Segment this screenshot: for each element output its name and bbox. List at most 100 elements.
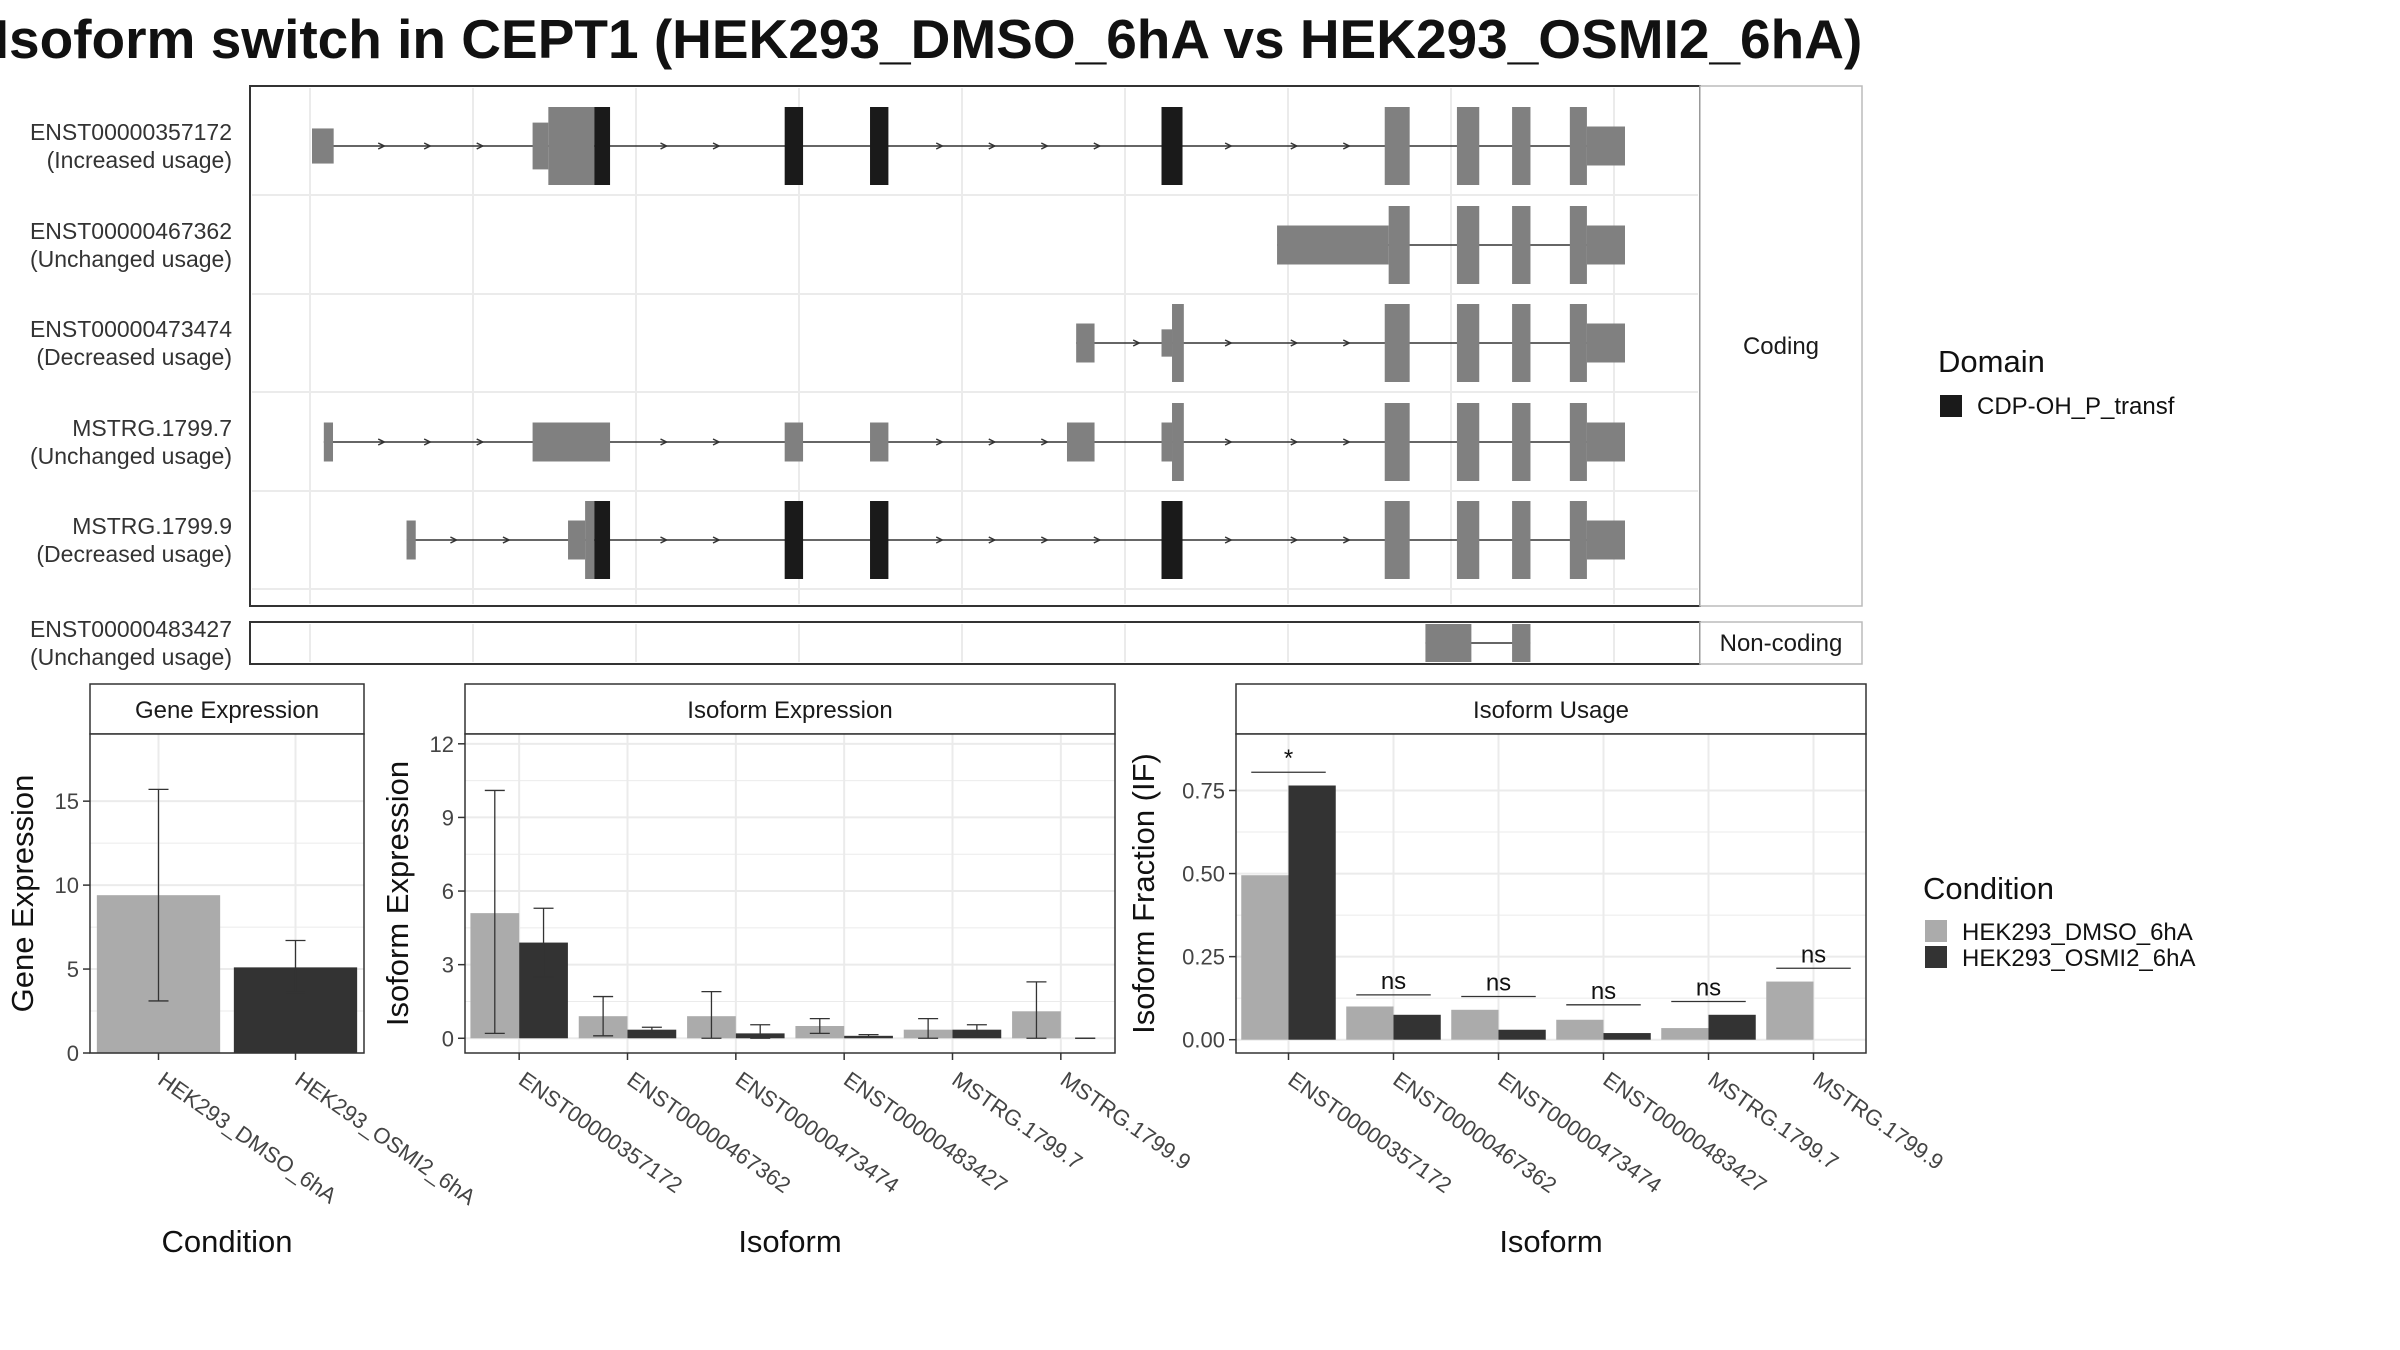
exon [1512, 501, 1531, 579]
strand-arrow [423, 142, 432, 150]
strand-arrow [1224, 536, 1233, 544]
y-tick-label: 3 [442, 953, 454, 978]
y-tick-label: 12 [430, 732, 454, 757]
exon-domain [594, 107, 611, 185]
y-axis-title: Isoform Expression [380, 761, 415, 1026]
strand-arrow [660, 142, 669, 150]
strand-arrow [1093, 536, 1102, 544]
y-tick-label: 0.25 [1182, 945, 1225, 970]
condition-legend-key-osmi2 [1925, 946, 1947, 968]
exon [1384, 107, 1410, 185]
exon [1388, 206, 1410, 284]
exon [1076, 323, 1095, 363]
exon [568, 520, 586, 560]
panel-strip [89, 683, 365, 735]
strand-arrow [502, 536, 511, 544]
exon [1161, 422, 1173, 462]
exon [1569, 403, 1587, 481]
exon-domain [594, 501, 611, 579]
y-tick-label: 0.75 [1182, 778, 1225, 803]
exon [1161, 329, 1173, 357]
panel-strip-label: Isoform Usage [1473, 697, 1629, 724]
bar-ENST00000473474 [1498, 1029, 1546, 1040]
isoform-expression-chart: Isoform Expression036912ENST00000357172E… [380, 683, 1196, 1259]
x-axis-title: Isoform [1499, 1224, 1602, 1259]
panel-background [1236, 734, 1866, 1053]
strand-arrow [476, 438, 485, 446]
y-tick-label: 10 [55, 873, 79, 898]
exon [1456, 206, 1480, 284]
panel-background [465, 734, 1115, 1053]
exon [1066, 422, 1095, 462]
condition-legend: Condition HEK293_DMSO_6hA HEK293_OSMI2_6… [1923, 871, 2195, 972]
strand-arrow [1040, 438, 1049, 446]
strand-arrow [1132, 339, 1141, 347]
bar-MSTRG.1799.7 [1708, 1014, 1756, 1040]
exon-domain [784, 501, 804, 579]
exon [1512, 107, 1531, 185]
transcript-ENST00000483427: ENST00000483427(Unchanged usage) [30, 616, 1531, 670]
strand-arrow [935, 142, 944, 150]
exon [532, 122, 549, 170]
transcript-MSTRG.1799.9: MSTRG.1799.9(Decreased usage) [36, 501, 1625, 579]
condition-legend-label-dmso: HEK293_DMSO_6hA [1962, 919, 2193, 946]
exon [585, 501, 595, 579]
y-tick-label: 0 [67, 1041, 79, 1066]
exon-domain [870, 107, 889, 185]
figure-title: Isoform switch in CEPT1 (HEK293_DMSO_6hA… [0, 8, 1862, 70]
y-tick-label: 9 [442, 805, 454, 830]
transcript-status-label: (Increased usage) [47, 147, 232, 173]
transcript-status-label: (Unchanged usage) [30, 443, 232, 469]
exon [1569, 501, 1587, 579]
strand-arrow [660, 536, 669, 544]
y-tick-label: 5 [67, 957, 79, 982]
y-tick-label: 6 [442, 879, 454, 904]
exon [1569, 304, 1587, 382]
domain-legend-label: CDP-OH_P_transf [1977, 393, 2175, 420]
strand-arrow [1224, 142, 1233, 150]
condition-legend-label-osmi2: HEK293_OSMI2_6hA [1962, 945, 2195, 972]
exon [312, 128, 334, 164]
bar-ENST00000467362 [1393, 1014, 1441, 1040]
transcript-status-label: (Decreased usage) [36, 541, 232, 567]
condition-legend-key-dmso [1925, 920, 1947, 942]
exon [1384, 501, 1410, 579]
exon [1586, 225, 1625, 265]
exon [1512, 624, 1531, 662]
exon [1512, 403, 1531, 481]
panel-frame [89, 733, 365, 1054]
strand-arrow [1290, 142, 1299, 150]
exon [1586, 422, 1625, 462]
significance-label: ns [1486, 970, 1511, 997]
significance-label: * [1284, 745, 1293, 772]
strand-arrow [1093, 142, 1102, 150]
bar-ENST00000357172 [1241, 875, 1289, 1040]
exon [1456, 501, 1480, 579]
exon [1569, 206, 1587, 284]
exon [1569, 107, 1587, 185]
exon [1512, 304, 1531, 382]
exon [532, 422, 611, 462]
y-tick-label: 0.00 [1182, 1028, 1225, 1053]
panel-frame [1235, 733, 1867, 1054]
strand-arrow [935, 438, 944, 446]
transcript-id-label: MSTRG.1799.9 [72, 513, 232, 539]
transcript-ENST00000467362: ENST00000467362(Unchanged usage) [30, 206, 1625, 284]
strand-arrow [423, 438, 432, 446]
transcript-id-label: MSTRG.1799.7 [72, 415, 232, 441]
exon [1277, 225, 1389, 265]
significance-label: ns [1591, 978, 1616, 1005]
exon [1172, 403, 1184, 481]
exon-domain [784, 107, 804, 185]
strand-arrow [1290, 438, 1299, 446]
transcript-id-label: ENST00000473474 [30, 316, 232, 342]
transcript-id-label: ENST00000467362 [30, 218, 232, 244]
bar-ENST00000473474 [1451, 1009, 1499, 1040]
exon [1384, 304, 1410, 382]
transcript-status-label: (Unchanged usage) [30, 644, 232, 670]
strand-arrow [988, 142, 997, 150]
coding-panel-frame [249, 85, 1701, 607]
strand-arrow [712, 438, 721, 446]
transcript-MSTRG.1799.7: MSTRG.1799.7(Unchanged usage) [30, 403, 1625, 481]
